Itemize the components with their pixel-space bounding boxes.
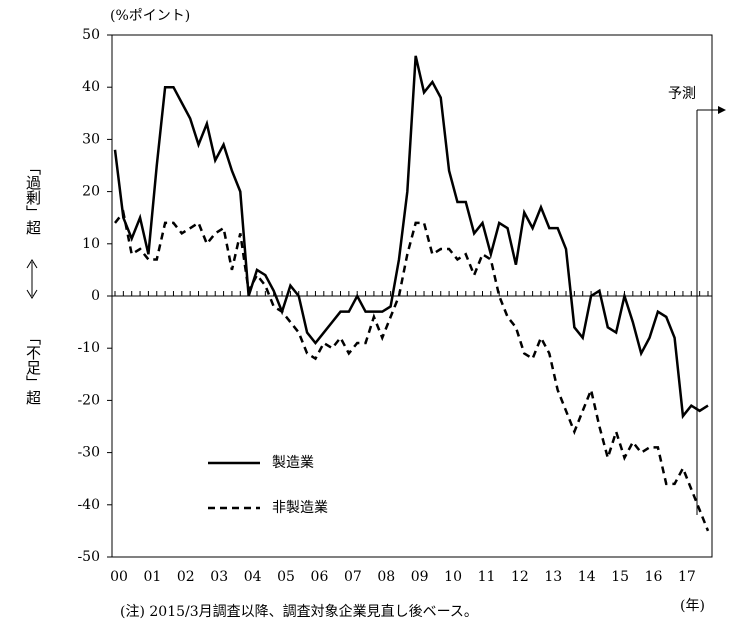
x-tick-label: 02	[177, 569, 195, 585]
y-tick-label: 50	[82, 27, 100, 43]
forecast-arrowhead	[718, 106, 726, 114]
x-tick-label: 07	[344, 569, 362, 585]
x-tick-label: 05	[277, 569, 295, 585]
y-tick-label: 30	[82, 131, 100, 147]
y-tick-label: -20	[77, 392, 100, 408]
arrow-heads	[26, 259, 38, 299]
x-tick-label: 06	[311, 569, 329, 585]
legend-label: 製造業	[272, 455, 314, 471]
x-tick-label: 04	[244, 569, 262, 585]
y-unit-label: (%ポイント)	[110, 8, 190, 24]
y-tick-label: 20	[82, 184, 100, 200]
y-tick-label: 10	[82, 236, 100, 252]
x-tick-label: 10	[444, 569, 462, 585]
x-tick-label: 14	[578, 569, 596, 585]
series-line	[114, 209, 710, 532]
y-tick-label: -40	[77, 497, 100, 513]
x-tick-label: 00	[110, 569, 128, 585]
forecast-label: 予測	[668, 86, 696, 102]
x-tick-label: 16	[645, 569, 663, 585]
y-tick-label: -30	[77, 445, 100, 461]
x-tick-label: 08	[377, 569, 395, 585]
x-tick-label: 17	[678, 569, 696, 585]
y-tick-label: -10	[77, 340, 100, 356]
y-tick-label: -50	[77, 549, 100, 565]
note: (注) 2015/3月調査以降、調査対象企業見直し後ベース。	[120, 603, 478, 620]
y-tick-label: 0	[91, 288, 100, 304]
x-unit-label: (年)	[680, 598, 705, 614]
y-label-top: 「過剰」超	[24, 160, 42, 235]
x-tick-label: 13	[544, 569, 562, 585]
x-tick-label: 03	[210, 569, 228, 585]
x-tick-label: 11	[478, 569, 496, 585]
y-label-bottom: 「不足」超	[24, 330, 42, 405]
x-tick-label: 01	[143, 569, 161, 585]
x-tick-label: 15	[611, 569, 629, 585]
x-tick-label: 12	[511, 569, 529, 585]
y-tick-label: 40	[82, 79, 100, 95]
series-line	[113, 55, 709, 420]
legend-label: 非製造業	[272, 500, 328, 516]
x-tick-label: 09	[411, 569, 429, 585]
